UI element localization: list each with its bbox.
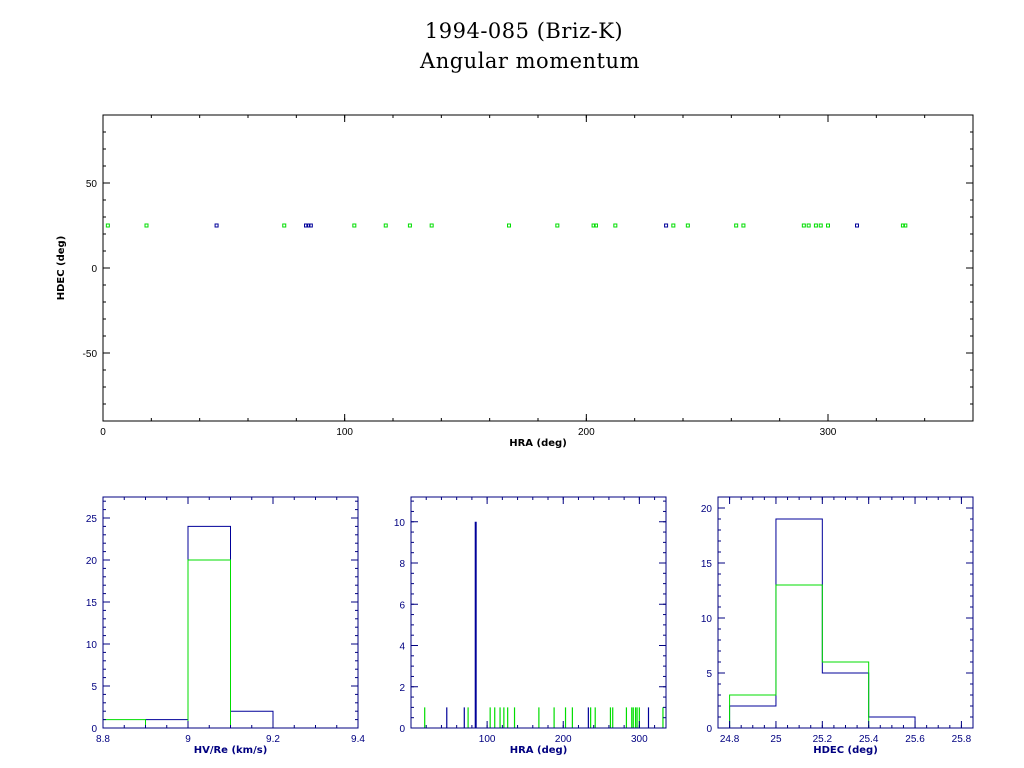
scatter-point-green — [555, 223, 560, 228]
scatter-frame — [102, 114, 974, 422]
hra-ytick-label: 10 — [394, 518, 406, 529]
scatter-point-green — [352, 223, 357, 228]
hra-ytick-label: 0 — [399, 724, 405, 735]
hv-xtick-label: 8.8 — [96, 734, 110, 745]
hv-histogram-blue — [145, 525, 274, 728]
scatter-y-axis-label: HDEC (deg) — [56, 236, 67, 301]
scatter-point-green — [383, 223, 388, 228]
hra-x-axis-label: HRA (deg) — [510, 745, 568, 756]
hdec-ytick-label: 5 — [706, 669, 712, 680]
scatter-point-green — [613, 223, 618, 228]
scatter-point-green — [144, 223, 149, 228]
scatter-panel: 0 100 200 300 -50 0 50 HRA (deg) HDEC (deg) — [56, 114, 974, 449]
scatter-point-green — [818, 223, 823, 228]
hdec-ytick-label: 0 — [706, 724, 712, 735]
scatter-point-green — [105, 223, 110, 228]
scatter-xtick-label: 200 — [578, 427, 595, 438]
histogram-hra-panel: 100 200 300 0 2 4 6 8 10 HRA (deg) — [394, 496, 667, 756]
hv-x-axis-label: HV/Re (km/s) — [194, 745, 268, 756]
hv-ytick-label: 25 — [86, 514, 98, 525]
hdec-ytick-label: 20 — [701, 504, 713, 515]
hv-ytick-label: 10 — [86, 640, 98, 651]
scatter-ytick-label: -50 — [83, 349, 98, 360]
scatter-point-green — [903, 223, 908, 228]
scatter-point-green — [282, 223, 287, 228]
hdec-xtick-label: 25.6 — [905, 734, 925, 745]
scatter-point-green — [900, 223, 905, 228]
hdec-xtick-label: 25.8 — [952, 734, 972, 745]
hv-ytick-label: 15 — [86, 598, 98, 609]
hdec-xtick-label: 24.8 — [720, 734, 740, 745]
scatter-point-green — [741, 223, 746, 228]
title-line-1: 1994-085 (Briz-K) — [425, 19, 623, 43]
scatter-point-blue — [304, 223, 308, 228]
scatter-ytick-label: 0 — [91, 264, 97, 275]
hdec-frame — [717, 496, 974, 729]
hv-ytick-label: 0 — [91, 724, 97, 735]
scatter-point-green — [801, 223, 806, 228]
scatter-x-axis-label: HRA (deg) — [509, 438, 567, 449]
scatter-point-green — [685, 223, 690, 228]
scatter-point-blue — [308, 223, 313, 228]
hv-histogram-green — [102, 559, 231, 729]
hdec-ytick-label: 15 — [701, 559, 713, 570]
hra-xtick-label: 100 — [479, 734, 496, 745]
hdec-xtick-label: 25 — [770, 734, 782, 745]
hdec-xtick-label: 25.2 — [813, 734, 833, 745]
histogram-hv-panel: 8.8 9 9.2 9.4 0 5 10 15 20 25 HV/Re (km/s) — [86, 496, 365, 756]
scatter-point-green — [671, 223, 676, 228]
scatter-xtick-label: 300 — [820, 427, 837, 438]
scatter-point-green — [594, 223, 598, 228]
hv-xtick-label: 9.2 — [266, 734, 280, 745]
hv-xtick-label: 9.4 — [351, 734, 365, 745]
hra-xtick-label: 200 — [555, 734, 572, 745]
scatter-point-green — [734, 223, 739, 228]
scatter-point-blue — [855, 223, 859, 228]
scatter-point-green — [507, 223, 511, 228]
hra-xtick-label: 300 — [631, 734, 648, 745]
hra-frame — [410, 496, 667, 729]
hv-ytick-label: 20 — [86, 556, 98, 567]
scatter-point-green — [591, 223, 596, 228]
scatter-xtick-label: 100 — [336, 427, 353, 438]
hra-ytick-label: 6 — [399, 600, 405, 611]
hdec-xtick-label: 25.4 — [859, 734, 879, 745]
scatter-point-green — [407, 223, 412, 228]
histogram-hdec-panel: 24.8 25 25.2 25.4 25.6 25.8 0 5 10 15 20 HDEC (deg) — [701, 496, 974, 756]
hv-ytick-label: 5 — [91, 682, 97, 693]
hdec-histogram-green — [729, 584, 870, 728]
hv-xtick-label: 9 — [185, 734, 191, 745]
scatter-point-blue — [306, 223, 311, 228]
scatter-xtick-label: 0 — [100, 427, 106, 438]
scatter-point-blue — [214, 223, 219, 228]
scatter-point-blue — [664, 223, 669, 228]
hra-ytick-label: 8 — [399, 559, 405, 570]
scatter-point-green — [813, 223, 818, 228]
hra-ytick-label: 2 — [399, 683, 405, 694]
hra-ytick-label: 4 — [399, 642, 405, 653]
hdec-x-axis-label: HDEC (deg) — [813, 745, 878, 756]
title-line-2: Angular momentum — [419, 49, 640, 73]
scatter-point-green — [429, 223, 434, 228]
scatter-point-green — [806, 223, 811, 228]
hdec-ytick-label: 10 — [701, 614, 713, 625]
scatter-point-green — [826, 223, 830, 228]
scatter-ytick-label: 50 — [86, 179, 98, 190]
